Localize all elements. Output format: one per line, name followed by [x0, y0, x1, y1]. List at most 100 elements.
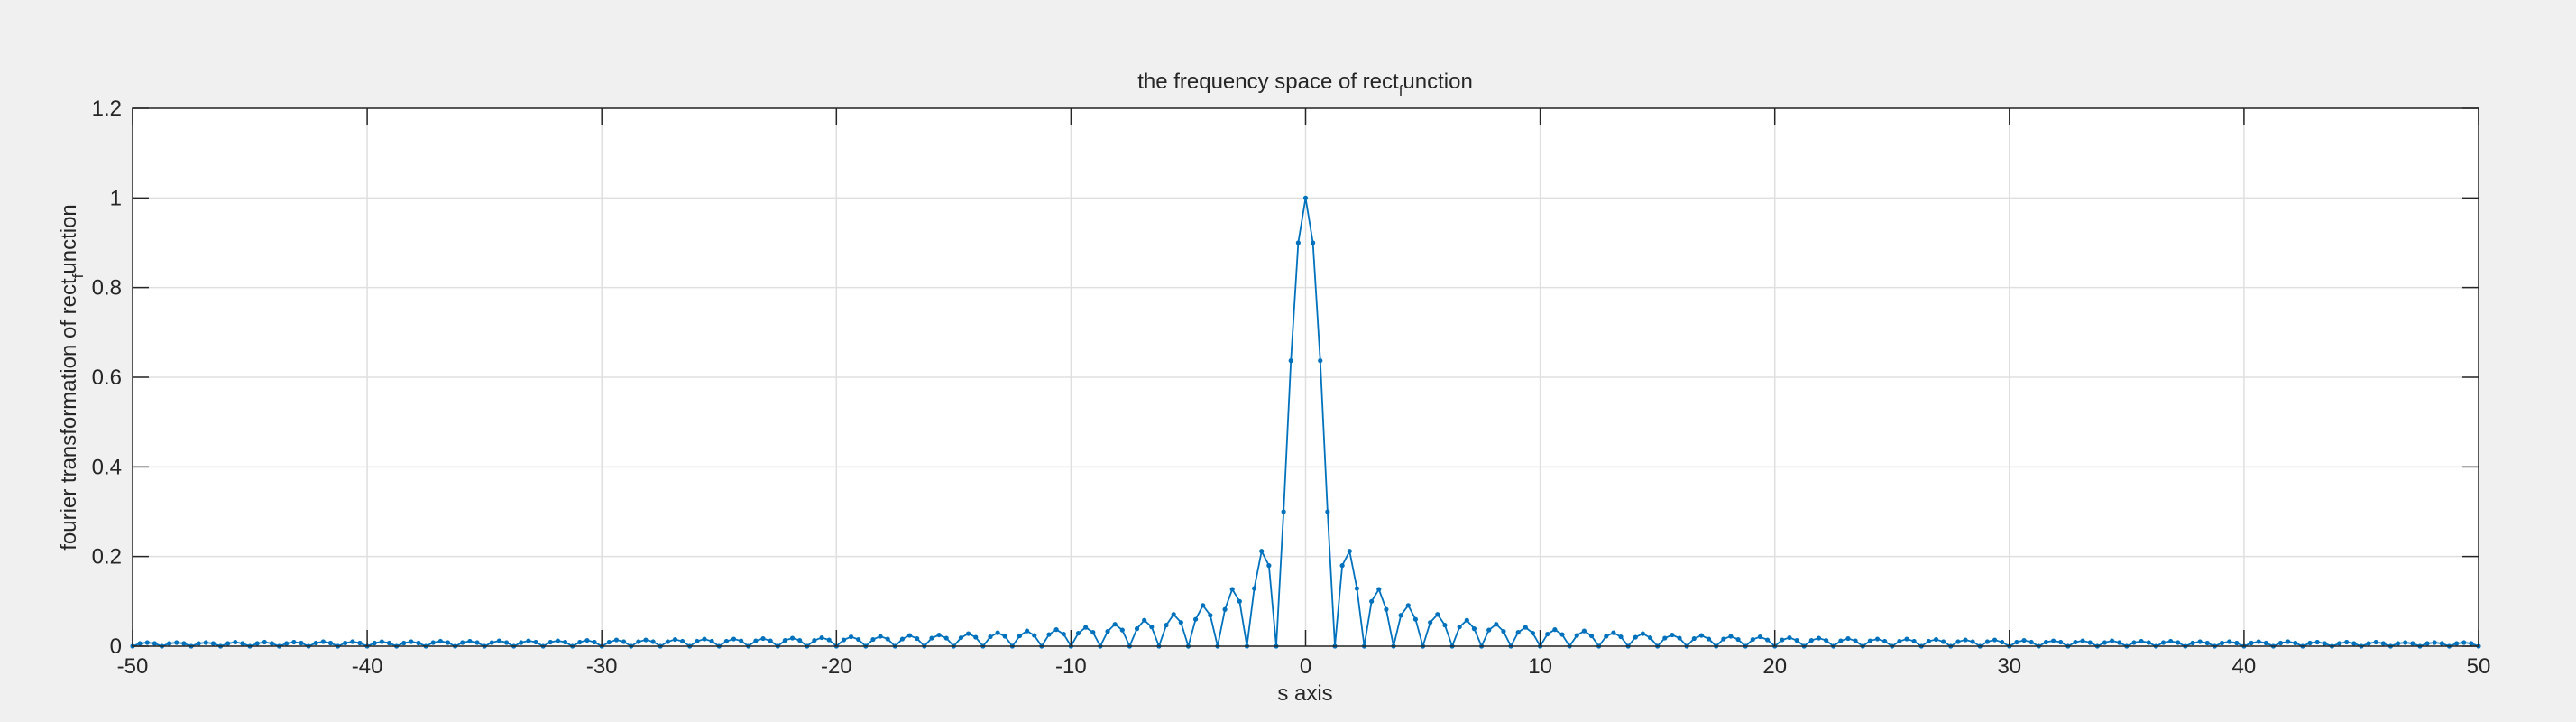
data-point: [1677, 635, 1682, 641]
x-tick-label: 20: [1762, 654, 1787, 679]
data-point: [2410, 641, 2415, 646]
data-point: [2461, 640, 2467, 645]
data-point: [372, 640, 377, 646]
data-point: [1706, 636, 1712, 642]
data-point: [680, 638, 685, 644]
data-point: [1698, 633, 1705, 638]
data-point: [1611, 630, 1616, 635]
data-point: [547, 639, 553, 645]
data-point: [929, 635, 934, 641]
data-point: [2021, 637, 2027, 643]
data-point: [284, 641, 290, 646]
data-point: [1992, 637, 1998, 643]
data-point: [1735, 636, 1741, 643]
data-point: [2314, 639, 2320, 645]
data-point: [812, 637, 817, 643]
data-point: [1201, 603, 1206, 608]
data-point: [350, 639, 355, 644]
data-point: [181, 641, 187, 646]
y-axis-label: fourier transformation of rectfunction: [57, 204, 87, 551]
data-point: [379, 639, 384, 644]
data-point: [2403, 640, 2408, 645]
y-label-text: unction: [57, 204, 81, 273]
data-point: [401, 640, 407, 646]
data-point: [695, 638, 700, 644]
data-point: [1311, 240, 1316, 245]
data-point: [1457, 625, 1462, 630]
data-point: [1281, 509, 1286, 514]
data-point: [2432, 640, 2437, 645]
x-tick-label: -30: [586, 654, 618, 679]
data-point: [167, 641, 172, 646]
data-point: [672, 636, 678, 643]
data-point: [144, 640, 150, 645]
data-point: [915, 635, 920, 642]
data-point: [2131, 640, 2137, 645]
data-point: [2029, 639, 2034, 645]
data-point: [753, 638, 759, 643]
data-point: [797, 637, 803, 643]
data-point: [1318, 358, 1323, 364]
data-point: [878, 634, 883, 639]
data-point: [584, 637, 590, 643]
data-point: [1208, 613, 1213, 618]
data-point: [409, 639, 414, 644]
data-point: [1142, 617, 1147, 623]
y-tick-label: 1: [110, 186, 122, 210]
data-point: [1764, 637, 1771, 643]
x-tick-label: 10: [1528, 654, 1552, 679]
data-point: [1970, 639, 1975, 644]
data-point: [1904, 636, 1909, 642]
data-point: [2286, 639, 2291, 644]
data-point: [2043, 639, 2049, 645]
data-point: [2380, 641, 2386, 646]
data-point: [2249, 640, 2254, 646]
data-point: [2014, 639, 2019, 645]
data-point: [709, 638, 714, 644]
data-point: [592, 639, 597, 645]
x-tick-label: 50: [2467, 654, 2491, 679]
data-point: [437, 638, 443, 644]
data-point: [2263, 640, 2268, 646]
data-point: [1530, 630, 1536, 636]
data-point: [1171, 612, 1176, 617]
data-point: [343, 640, 348, 646]
data-point: [936, 632, 942, 638]
data-point: [2176, 640, 2181, 645]
data-point: [1515, 630, 1521, 635]
data-point: [1633, 634, 1638, 640]
data-point: [1787, 634, 1792, 641]
data-point: [2366, 641, 2371, 646]
data-point: [299, 640, 304, 646]
data-point: [739, 638, 744, 643]
data-point: [2439, 641, 2444, 646]
data-point: [782, 637, 788, 643]
data-point: [1574, 633, 1579, 638]
data-point: [650, 639, 656, 644]
chart-title: the frequency space of rectfunction: [1137, 69, 1473, 99]
data-point: [1911, 638, 1917, 644]
data-point: [2219, 640, 2225, 646]
data-point: [606, 639, 612, 645]
data-point: [533, 639, 538, 645]
data-point: [988, 634, 993, 640]
data-point: [555, 638, 561, 643]
data-point: [2000, 639, 2005, 645]
data-point: [2373, 639, 2378, 645]
data-point: [958, 634, 964, 641]
data-point: [1032, 633, 1037, 638]
y-tick-label: 0.4: [92, 455, 122, 479]
data-point: [1845, 635, 1851, 642]
data-point: [870, 636, 876, 643]
data-point: [1640, 631, 1645, 636]
data-point: [1149, 625, 1155, 630]
data-point: [1075, 630, 1081, 636]
data-point: [1164, 623, 1169, 628]
y-label-subscript: f: [69, 273, 87, 278]
data-point: [2080, 638, 2085, 643]
data-point: [2256, 639, 2261, 644]
data-point: [1471, 626, 1477, 632]
data-point: [1252, 586, 1257, 591]
data-point: [2168, 638, 2174, 644]
data-point: [1435, 612, 1440, 617]
